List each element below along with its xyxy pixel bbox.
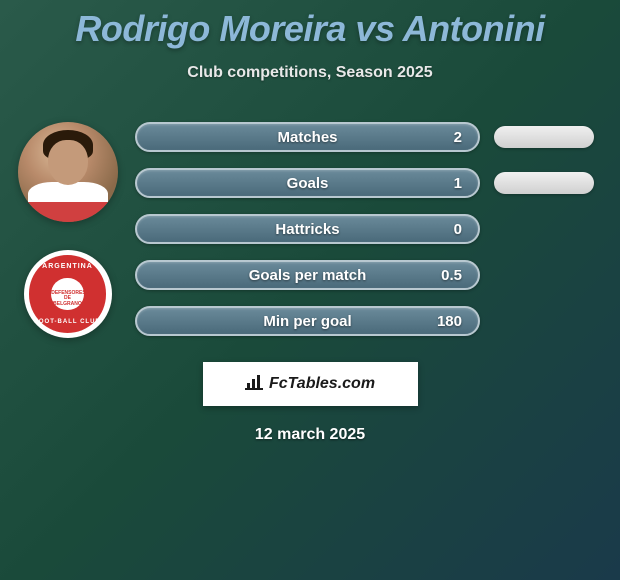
stat-pill-hattricks: Hattricks 0 <box>135 214 480 244</box>
page-subtitle: Club competitions, Season 2025 <box>0 64 620 82</box>
stat-pill-mpg: Min per goal 180 <box>135 306 480 336</box>
stat-label: Hattricks <box>275 221 339 238</box>
stat-row: Min per goal 180 <box>135 306 610 336</box>
left-column: ARGENTINA DEFENSORES DE BELGRANO FOOT-BA… <box>10 122 125 338</box>
stat-label: Min per goal <box>263 313 351 330</box>
stat-row: Hattricks 0 <box>135 214 610 244</box>
content-area: ARGENTINA DEFENSORES DE BELGRANO FOOT-BA… <box>0 122 620 336</box>
stat-row: Goals per match 0.5 <box>135 260 610 290</box>
stat-pill-matches: Matches 2 <box>135 122 480 152</box>
stat-pill-gpm: Goals per match 0.5 <box>135 260 480 290</box>
brand-badge: FcTables.com <box>203 362 418 406</box>
club-badge: ARGENTINA DEFENSORES DE BELGRANO FOOT-BA… <box>24 250 112 338</box>
stat-value: 0 <box>454 221 462 238</box>
stat-row: Matches 2 <box>135 122 610 152</box>
club-text-top: ARGENTINA <box>29 263 106 270</box>
stat-value: 1 <box>454 175 462 192</box>
stat-value: 0.5 <box>441 267 462 284</box>
stat-row: Goals 1 <box>135 168 610 198</box>
club-text-bottom: FOOT-BALL CLUB <box>29 319 106 325</box>
club-text-mid: DEFENSORES DE BELGRANO <box>51 291 84 308</box>
stat-label: Goals per match <box>249 267 367 284</box>
page-title: Rodrigo Moreira vs Antonini <box>0 0 620 50</box>
stat-value: 180 <box>437 313 462 330</box>
stats-list: Matches 2 Goals 1 Hattricks 0 Goals per … <box>135 122 610 336</box>
stat-pill-goals: Goals 1 <box>135 168 480 198</box>
opponent-pill <box>494 126 594 148</box>
player-avatar <box>18 122 118 222</box>
brand-text: FcTables.com <box>269 375 375 393</box>
stat-value: 2 <box>454 129 462 146</box>
opponent-pill <box>494 172 594 194</box>
chart-icon <box>245 374 263 395</box>
stat-label: Matches <box>277 129 337 146</box>
stat-label: Goals <box>287 175 329 192</box>
date-label: 12 march 2025 <box>0 426 620 444</box>
